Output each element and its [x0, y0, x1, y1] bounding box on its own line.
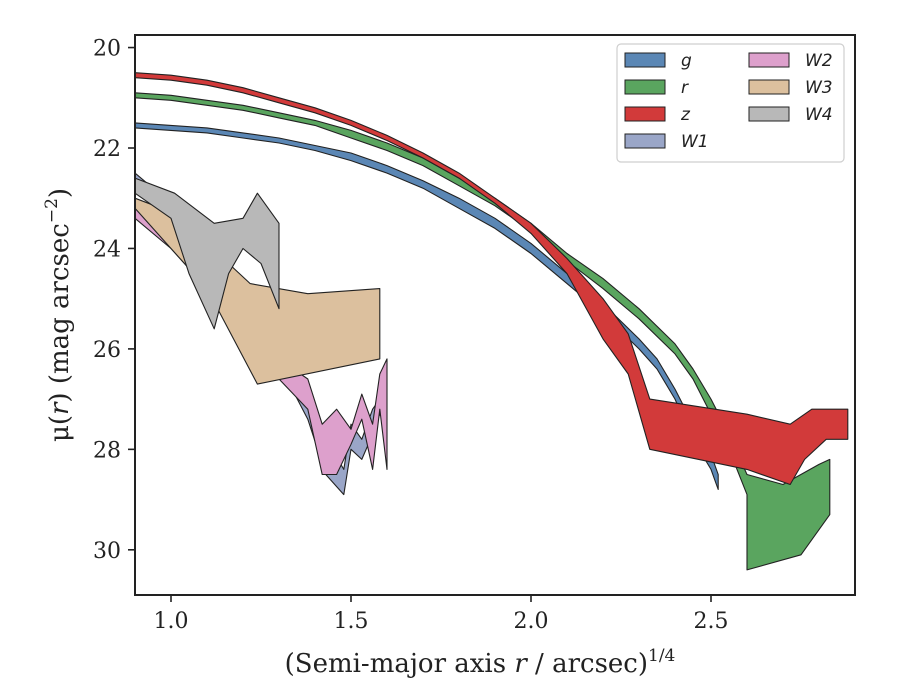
legend-swatch-w2 [748, 52, 790, 68]
x-axis-title: (Semi-major axis r / arcsec)1/4 [285, 646, 676, 679]
legend-swatch-w4 [748, 106, 790, 122]
legend-label-r: r [681, 78, 689, 98]
legend: grz W1 W2 W3 W4 [616, 43, 845, 163]
x-axis-title-sup: 1/4 [648, 646, 675, 666]
ticks-layer: 1.0 1.5 2.0 2.5 20 22 24 26 28 30 [93, 37, 729, 634]
legend-label-z: z [680, 105, 691, 125]
legend-label-w3: W3 [805, 78, 833, 98]
y-tick-label: 30 [93, 539, 121, 564]
legend-frame [616, 43, 845, 163]
legend-label-w4: W4 [805, 105, 833, 125]
legend-swatch-w1 [624, 133, 666, 149]
y-tick-label: 26 [93, 338, 121, 363]
x-tick-label: 1.0 [154, 609, 189, 634]
x-axis-title-pre: (Semi-major axis [285, 649, 515, 679]
y-tick-label: 28 [93, 438, 121, 463]
series-band-r [134, 92, 831, 571]
y-axis-title-var: r [45, 401, 75, 415]
x-tick-label: 2.5 [694, 609, 729, 634]
legend-swatch-g [624, 52, 666, 68]
y-axis-title: μ(r) (mag arcsec−2) [42, 188, 75, 442]
y-tick-label: 24 [93, 237, 121, 262]
series-layer [134, 72, 849, 571]
plot-frame [134, 34, 856, 596]
legend-label-w2: W2 [805, 51, 833, 71]
series-band-w4 [134, 177, 280, 330]
legend-label-w1: W1 [681, 132, 709, 152]
legend-label-g: g [681, 51, 692, 71]
legend-swatch-z [624, 106, 666, 122]
legend-swatch-w3 [748, 79, 790, 95]
x-tick-label: 1.5 [334, 609, 369, 634]
x-tick-label: 2.0 [514, 609, 549, 634]
x-axis-title-post: / arcsec) [527, 649, 648, 679]
series-band-z [134, 72, 849, 486]
y-axis-title-post: ) (mag arcsec [45, 223, 75, 402]
y-tick-label: 20 [93, 37, 121, 62]
x-axis-title-var: r [514, 649, 528, 679]
y-tick-label: 22 [93, 137, 121, 162]
y-axis-title-pre: μ( [45, 415, 75, 442]
y-axis-title-end: ) [45, 188, 75, 198]
legend-swatch-r [624, 79, 666, 95]
y-axis-title-sup: −2 [42, 198, 62, 223]
